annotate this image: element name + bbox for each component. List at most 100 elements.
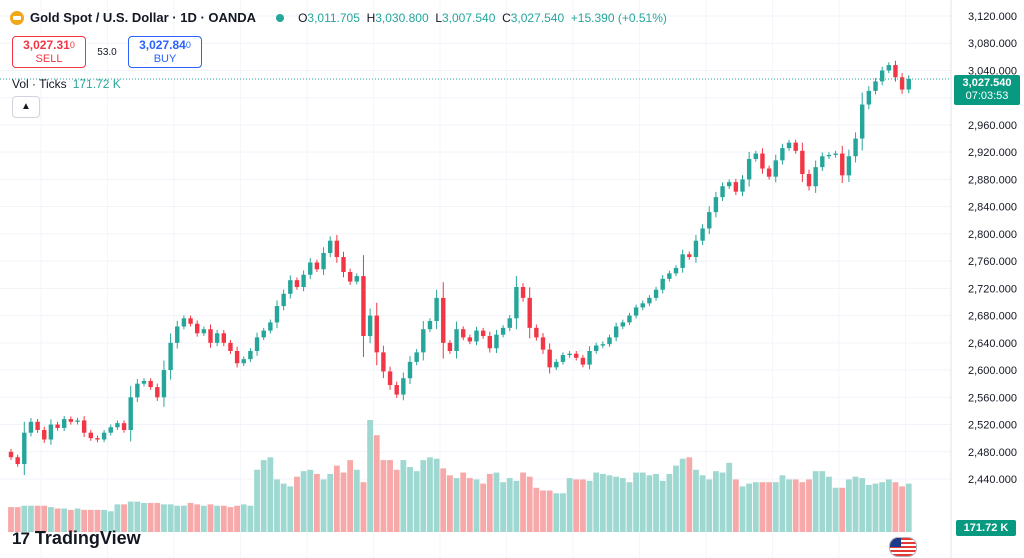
current-price-badge: 3,027.540 07:03:53 [954,75,1020,105]
price-axis-label: 3,120.000 [968,11,1017,23]
volume-bar [427,457,433,532]
symbol-title[interactable]: Gold Spot / U.S. Dollar · 1D · OANDA [30,10,257,25]
candle-body [161,370,167,398]
volume-bar [573,479,580,532]
volume-bar [872,483,879,532]
candle-body [793,142,798,151]
volume-bar [114,504,121,532]
candle-body [407,361,413,379]
volume-bar [81,509,88,532]
us-flag-icon[interactable] [889,537,917,557]
candle-body [500,327,506,335]
candle-body [580,357,586,365]
volume-bar [347,460,354,532]
volume-bar [254,469,260,532]
volume-bar [799,482,806,532]
trade-buttons: 3,027.310 SELL 53.0 3,027.840 BUY [12,36,202,68]
volume-bar [194,504,201,532]
price-axis-label: 3,080.000 [968,38,1017,50]
volume-bar [526,476,533,532]
buy-price: 3,027.84 [139,37,186,52]
price-axis-label: 2,680.000 [968,311,1017,323]
candle-body [88,432,93,439]
volume-bar [340,472,347,532]
volume-bar [220,505,227,532]
tradingview-logo[interactable]: 17 TradingView [12,528,141,549]
volume-bar [107,511,114,532]
candle-body [899,77,905,90]
open-value: 3,011.705 [307,10,360,25]
price-axis-label: 2,760.000 [968,256,1017,268]
candle-body [780,148,785,161]
volume-bar [181,505,187,532]
volume-bar [586,480,593,532]
volume-bar [440,468,447,532]
high-label: H [366,10,376,25]
volume-bar [852,476,859,532]
volume-bar [214,505,221,532]
candle-body [81,420,87,433]
volume-bar [380,460,387,532]
candle-body [261,330,266,338]
volume-bar [779,475,786,532]
volume-bar [21,505,28,532]
candle-body [461,329,466,338]
candle-body [334,240,340,258]
market-status-icon[interactable] [276,13,285,22]
candle-body [454,329,459,351]
candle-body [554,361,559,368]
candle-body [487,336,492,349]
candle-body [574,353,579,358]
candle-body [221,333,226,343]
candle-body [214,333,220,343]
candle-body [228,342,233,351]
price-axis-label: 2,480.000 [968,447,1017,459]
chevron-up-icon: ▲ [21,101,31,112]
candle-body [328,240,333,253]
volume-bar [699,475,706,532]
candle-body [15,457,20,465]
candle-body [101,432,107,440]
volume-bar [333,465,340,532]
sell-button[interactable]: 3,027.310 SELL [12,36,86,68]
volume-bar [513,480,520,532]
volume-bar [812,471,819,532]
volume-bar [832,487,839,532]
candle-body [361,276,366,337]
ohlc-values: O3,011.705 H3,030.800 L3,007.540 C3,027.… [298,11,667,25]
volume-bar [719,472,726,532]
buy-button[interactable]: 3,027.840 BUY [128,36,202,68]
candle-body [148,380,153,388]
volume-bar [294,476,300,532]
candle-body [155,387,160,398]
candle-body [268,322,273,331]
volume-bar [433,458,440,532]
candle-body [826,154,832,157]
candle-body [540,337,546,350]
volume-legend[interactable]: Vol · Ticks 171.72 K [12,77,121,91]
candle-body [893,65,898,78]
candle-body [195,323,200,334]
open-label: O [298,10,308,25]
candle-body [288,280,293,294]
tradingview-logo-icon: 17 [12,528,30,548]
candle-body [620,322,625,327]
volume-bar [713,471,719,532]
volume-bar [560,493,566,532]
volume-bar [234,505,240,532]
collapse-legend-button[interactable]: ▲ [12,96,40,118]
price-axis-label: 3,040.000 [968,65,1017,77]
volume-bar [766,482,772,532]
candle-body [600,344,606,346]
volume-bar [260,460,267,532]
candle-body [860,104,865,139]
volume-bar [706,479,713,532]
candle-body [8,451,14,458]
volume-bar [307,469,314,532]
volume-bar [480,483,487,532]
candle-body [401,378,406,395]
candle-body [693,240,699,258]
volume-bar [599,473,606,532]
volume-bar [353,469,360,532]
